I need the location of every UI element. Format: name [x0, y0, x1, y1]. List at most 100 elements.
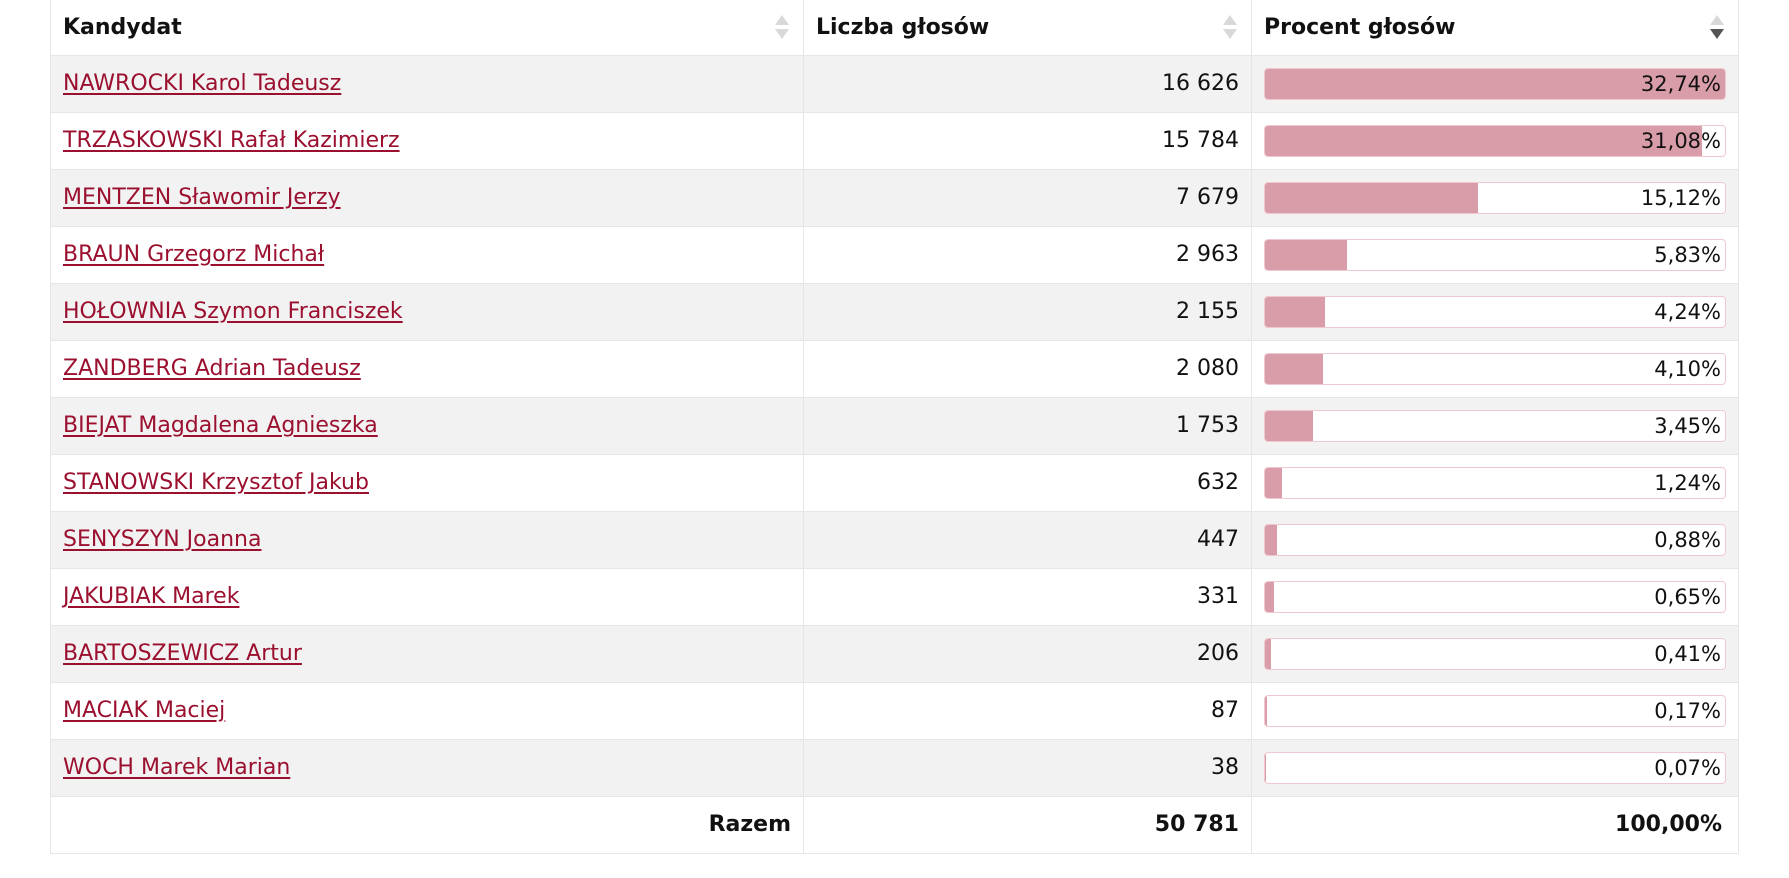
results-table-container: Kandydat Liczba głosów Procent głosów NA…: [50, 0, 1739, 854]
percent-cell: 0,41%: [1251, 625, 1739, 683]
candidate-link[interactable]: MENTZEN Sławomir Jerzy: [63, 185, 341, 210]
candidate-link[interactable]: BARTOSZEWICZ Artur: [63, 641, 302, 666]
table-row: BRAUN Grzegorz Michał 2 963 5,83%: [50, 226, 1739, 284]
candidate-link[interactable]: BIEJAT Magdalena Agnieszka: [63, 413, 378, 438]
percent-bar-fill: [1265, 296, 1325, 327]
votes-cell: 16 626: [803, 55, 1252, 113]
candidate-cell: HOŁOWNIA Szymon Franciszek: [50, 283, 804, 341]
percent-bar-fill: [1265, 125, 1702, 156]
candidate-link[interactable]: ZANDBERG Adrian Tadeusz: [63, 356, 361, 381]
percent-bar-fill: [1265, 695, 1268, 726]
candidate-link[interactable]: MACIAK Maciej: [63, 698, 226, 723]
votes-cell: 87: [803, 682, 1252, 740]
percent-bar: 1,24%: [1264, 466, 1726, 499]
header-percent[interactable]: Procent głosów: [1251, 0, 1739, 56]
percent-cell: 0,07%: [1251, 739, 1739, 797]
percent-bar-fill: [1265, 638, 1271, 669]
votes-cell: 331: [803, 568, 1252, 626]
table-header-row: Kandydat Liczba głosów Procent głosów: [50, 0, 1739, 56]
percent-bar-fill: [1265, 467, 1283, 498]
candidate-link[interactable]: TRZASKOWSKI Rafał Kazimierz: [63, 128, 400, 153]
percent-cell: 0,88%: [1251, 511, 1739, 569]
candidate-link[interactable]: NAWROCKI Karol Tadeusz: [63, 71, 342, 96]
header-percent-label: Procent głosów: [1264, 14, 1456, 40]
candidate-link[interactable]: JAKUBIAK Marek: [63, 584, 240, 609]
candidate-cell: BARTOSZEWICZ Artur: [50, 625, 804, 683]
percent-bar: 0,07%: [1264, 751, 1726, 784]
table-footer-row: Razem 50 781 100,00%: [50, 795, 1739, 854]
percent-cell: 4,24%: [1251, 283, 1739, 341]
total-votes: 50 781: [803, 795, 1252, 854]
candidate-link[interactable]: SENYSZYN Joanna: [63, 527, 262, 552]
percent-value: 0,07%: [1654, 755, 1721, 780]
header-candidate-label: Kandydat: [63, 14, 182, 40]
percent-cell: 1,24%: [1251, 454, 1739, 512]
percent-bar: 4,10%: [1264, 352, 1726, 385]
percent-bar-fill: [1265, 524, 1278, 555]
percent-bar: 5,83%: [1264, 238, 1726, 271]
votes-cell: 15 784: [803, 112, 1252, 170]
percent-cell: 4,10%: [1251, 340, 1739, 398]
percent-value: 0,88%: [1654, 527, 1721, 552]
table-row: JAKUBIAK Marek 331 0,65%: [50, 568, 1739, 626]
total-label: Razem: [50, 795, 804, 854]
candidate-cell: MACIAK Maciej: [50, 682, 804, 740]
table-row: ZANDBERG Adrian Tadeusz 2 080 4,10%: [50, 340, 1739, 398]
table-row: MENTZEN Sławomir Jerzy 7 679 15,12%: [50, 169, 1739, 227]
candidate-link[interactable]: BRAUN Grzegorz Michał: [63, 242, 325, 267]
sort-icon[interactable]: [1223, 14, 1237, 42]
table-row: HOŁOWNIA Szymon Franciszek 2 155 4,24%: [50, 283, 1739, 341]
table-row: BIEJAT Magdalena Agnieszka 1 753 3,45%: [50, 397, 1739, 455]
percent-bar: 0,65%: [1264, 580, 1726, 613]
percent-bar-fill: [1265, 581, 1275, 612]
results-table: Kandydat Liczba głosów Procent głosów NA…: [50, 0, 1739, 854]
percent-bar: 31,08%: [1264, 124, 1726, 157]
percent-bar: 32,74%: [1264, 67, 1726, 100]
percent-bar-fill: [1265, 182, 1478, 213]
table-row: STANOWSKI Krzysztof Jakub 632 1,24%: [50, 454, 1739, 512]
percent-bar-fill: [1265, 68, 1725, 99]
votes-cell: 7 679: [803, 169, 1252, 227]
percent-cell: 31,08%: [1251, 112, 1739, 170]
candidate-cell: SENYSZYN Joanna: [50, 511, 804, 569]
table-row: WOCH Marek Marian 38 0,07%: [50, 739, 1739, 797]
percent-cell: 5,83%: [1251, 226, 1739, 284]
candidate-cell: WOCH Marek Marian: [50, 739, 804, 797]
candidate-link[interactable]: STANOWSKI Krzysztof Jakub: [63, 470, 369, 495]
votes-cell: 2 080: [803, 340, 1252, 398]
table-row: TRZASKOWSKI Rafał Kazimierz 15 784 31,08%: [50, 112, 1739, 170]
percent-bar-fill: [1265, 353, 1323, 384]
votes-cell: 2 155: [803, 283, 1252, 341]
candidate-cell: MENTZEN Sławomir Jerzy: [50, 169, 804, 227]
percent-cell: 0,17%: [1251, 682, 1739, 740]
percent-bar-fill: [1265, 752, 1266, 783]
percent-value: 0,65%: [1654, 584, 1721, 609]
header-votes[interactable]: Liczba głosów: [803, 0, 1252, 56]
table-row: MACIAK Maciej 87 0,17%: [50, 682, 1739, 740]
percent-value: 1,24%: [1654, 470, 1721, 495]
percent-value: 0,17%: [1654, 698, 1721, 723]
candidate-cell: TRZASKOWSKI Rafał Kazimierz: [50, 112, 804, 170]
percent-cell: 32,74%: [1251, 55, 1739, 113]
total-percent: 100,00%: [1251, 795, 1739, 854]
table-row: NAWROCKI Karol Tadeusz 16 626 32,74%: [50, 55, 1739, 113]
percent-value: 5,83%: [1654, 242, 1721, 267]
percent-bar: 3,45%: [1264, 409, 1726, 442]
candidate-link[interactable]: HOŁOWNIA Szymon Franciszek: [63, 299, 403, 324]
percent-cell: 0,65%: [1251, 568, 1739, 626]
header-candidate[interactable]: Kandydat: [50, 0, 804, 56]
sort-icon[interactable]: [775, 14, 789, 42]
percent-value: 3,45%: [1654, 413, 1721, 438]
percent-bar: 15,12%: [1264, 181, 1726, 214]
sort-desc-icon[interactable]: [1710, 14, 1724, 42]
percent-bar: 0,17%: [1264, 694, 1726, 727]
percent-bar: 0,41%: [1264, 637, 1726, 670]
votes-cell: 447: [803, 511, 1252, 569]
percent-value: 0,41%: [1654, 641, 1721, 666]
candidate-cell: BIEJAT Magdalena Agnieszka: [50, 397, 804, 455]
candidate-cell: NAWROCKI Karol Tadeusz: [50, 55, 804, 113]
votes-cell: 206: [803, 625, 1252, 683]
candidate-cell: JAKUBIAK Marek: [50, 568, 804, 626]
candidate-link[interactable]: WOCH Marek Marian: [63, 755, 291, 780]
votes-cell: 1 753: [803, 397, 1252, 455]
